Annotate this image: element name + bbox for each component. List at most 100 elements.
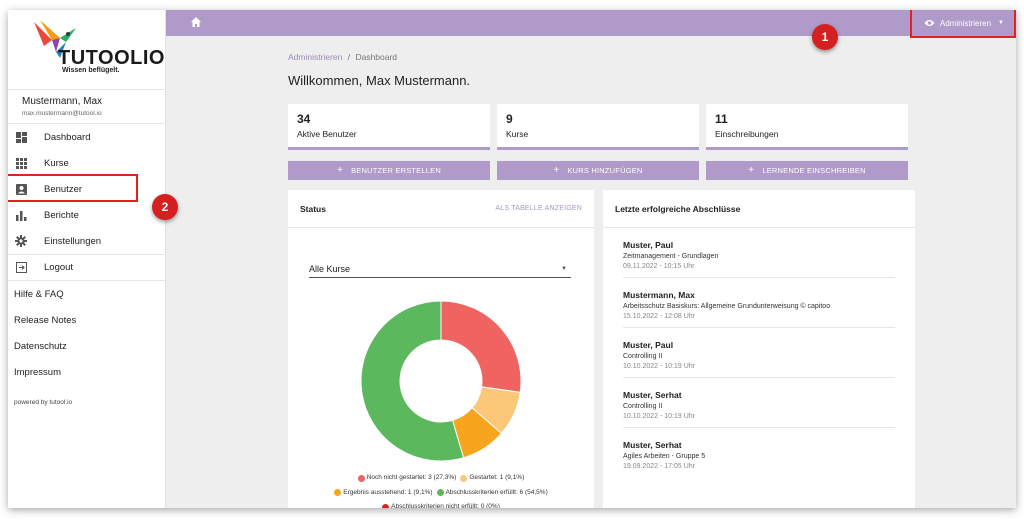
plus-icon: +: [748, 165, 755, 176]
stat-card-enrollments[interactable]: 11 Einschreibungen: [706, 104, 908, 150]
button-label: KURS HINZUFÜGEN: [567, 166, 643, 175]
legend-swatch: [357, 474, 365, 482]
sidebar-item-label: Kurse: [44, 157, 69, 169]
legend-label: Noch nicht gestartet: 3 (27,3%): [366, 474, 457, 481]
main-content: Administrieren / Dashboard Willkommen, M…: [166, 36, 1016, 508]
page-title: Willkommen, Max Mustermann.: [288, 73, 471, 88]
list-item[interactable]: Muster, Serhat Controlling II 10.10.2022…: [623, 378, 895, 428]
sidebar-item-label: Logout: [44, 262, 74, 273]
completions-card-title: Letzte erfolgreiche Abschlüsse: [615, 203, 741, 214]
legend-item[interactable]: Gestartet: 1 (9,1%): [460, 472, 524, 484]
user-email: max.mustermann@tutool.io: [22, 110, 102, 117]
stat-value: 9: [506, 112, 513, 126]
list-item[interactable]: Muster, Paul Controlling II 10.10.2022 -…: [623, 328, 895, 378]
stat-card-users[interactable]: 34 Aktive Benutzer: [288, 104, 490, 150]
status-card-title: Status: [300, 203, 326, 214]
enroll-learners-button[interactable]: + LERNENDE EINSCHREIBEN: [706, 161, 908, 180]
sidebar-item-berichte[interactable]: Berichte: [8, 202, 165, 228]
sidebar-link-help[interactable]: Hilfe & FAQ: [14, 288, 64, 300]
plus-icon: +: [337, 165, 344, 176]
learner-name: Muster, Serhat: [623, 440, 682, 450]
breadcrumb: Administrieren / Dashboard: [288, 52, 397, 62]
admin-menu-label: Administrieren: [939, 18, 992, 28]
sidebar-item-benutzer[interactable]: Benutzer: [8, 176, 165, 202]
bar-chart-icon: [14, 208, 28, 222]
sidebar-item-dashboard[interactable]: Dashboard: [8, 124, 165, 150]
completion-date: 10.10.2022 - 10:19 Uhr: [623, 363, 695, 370]
breadcrumb-root[interactable]: Administrieren: [288, 52, 343, 62]
button-label: LERNENDE EINSCHREIBEN: [762, 166, 866, 175]
legend-row: Abschlusskriterien nicht erfüllt: 0 (0%): [288, 501, 594, 508]
completion-date: 19.09.2022 - 17:05 Uhr: [623, 463, 695, 470]
course-filter-select[interactable]: Alle Kurse ▼: [309, 260, 571, 278]
stat-label: Einschreibungen: [715, 129, 779, 139]
legend-item[interactable]: Ergebnis ausstehend: 1 (9,1%): [334, 487, 433, 499]
user-info: Mustermann, Max max.mustermann@tutool.io: [8, 90, 165, 124]
completion-date: 15.10.2022 - 12:08 Uhr: [623, 313, 695, 320]
sidebar-item-label: Einstellungen: [44, 235, 102, 247]
stat-label: Aktive Benutzer: [297, 129, 357, 139]
donut-slice-4[interactable]: [360, 300, 465, 462]
grid-icon: [14, 156, 28, 170]
list-item[interactable]: Mustermann, Max Arbeitsschutz Basiskurs:…: [623, 278, 895, 328]
learner-name: Muster, Paul: [623, 240, 674, 250]
create-user-button[interactable]: + BENUTZER ERSTELLEN: [288, 161, 490, 180]
course-name: Arbeitsschutz Basiskurs: Allgemeine Grun…: [623, 303, 831, 310]
course-name: Controlling II: [623, 353, 663, 360]
sidebar-item-kurse[interactable]: Kurse: [8, 150, 165, 176]
learner-name: Mustermann, Max: [623, 290, 695, 300]
legend-item[interactable]: Abschlusskriterien erfüllt: 6 (54,5%): [436, 487, 548, 499]
show-as-table-link[interactable]: ALS TABELLE ANZEIGEN: [495, 205, 582, 212]
course-name: Agiles Arbeiten - Gruppe 5: [623, 453, 706, 460]
completion-date: 10.10.2022 - 10:19 Uhr: [623, 413, 695, 420]
button-label: BENUTZER ERSTELLEN: [351, 166, 441, 175]
legend-label: Abschlusskriterien erfüllt: 6 (54,5%): [445, 488, 548, 496]
hummingbird-logo-icon: [34, 20, 76, 58]
sidebar-item-label: Berichte: [44, 209, 79, 221]
legend-row: Ergebnis ausstehend: 1 (9,1%) Abschlusskr…: [288, 487, 594, 502]
highlight-benutzer: [8, 174, 138, 202]
status-card: Status ALS TABELLE ANZEIGEN Alle Kurse ▼…: [288, 190, 594, 508]
step-badge-1: 1: [812, 24, 838, 50]
status-donut-chart: [360, 300, 522, 462]
add-course-button[interactable]: + KURS HINZUFÜGEN: [497, 161, 699, 180]
breadcrumb-current: Dashboard: [355, 52, 398, 62]
chart-legend: Noch nicht gestartet: 3 (27,3%) Gestartet…: [288, 472, 594, 508]
logo[interactable]: TUTOOLIO Wissen beflügelt.: [8, 10, 165, 90]
status-card-header: Status ALS TABELLE ANZEIGEN: [288, 190, 594, 228]
list-item[interactable]: Muster, Serhat Agiles Arbeiten - Gruppe …: [623, 428, 895, 478]
legend-swatch: [382, 503, 390, 508]
sidebar-item-logout[interactable]: Logout: [8, 254, 165, 280]
logout-icon: [14, 261, 28, 275]
admin-menu-button[interactable]: Administrieren ▼: [918, 13, 1010, 33]
sidebar-item-label: Benutzer: [44, 183, 83, 195]
course-name: Controlling II: [623, 403, 663, 410]
app-window: TUTOOLIO Wissen beflügelt. Mustermann, M…: [8, 10, 1016, 508]
learner-name: Muster, Serhat: [623, 390, 682, 400]
legend-swatch: [436, 489, 444, 496]
donut-slice-1[interactable]: [440, 300, 522, 393]
chevron-down-icon: ▼: [561, 265, 567, 272]
stat-value: 34: [297, 112, 311, 126]
completions-card-header: Letzte erfolgreiche Abschlüsse: [603, 190, 915, 228]
eye-icon: [924, 20, 935, 26]
learner-name: Muster, Paul: [623, 340, 674, 350]
course-name: Zeitmanagement - Grundlagen: [623, 253, 719, 260]
list-item[interactable]: Muster, Paul Zeitmanagement - Grundlagen…: [623, 228, 895, 278]
sidebar-link-imprint[interactable]: Impressum: [14, 366, 61, 378]
stat-value: 11: [715, 112, 728, 126]
legend-item[interactable]: Abschlusskriterien nicht erfüllt: 0 (0%): [382, 501, 500, 508]
sidebar: TUTOOLIO Wissen beflügelt. Mustermann, M…: [8, 10, 166, 508]
sidebar-link-release-notes[interactable]: Release Notes: [14, 314, 77, 326]
brand-name: TUTOOLIO: [58, 47, 165, 69]
completions-card: Letzte erfolgreiche Abschlüsse Muster, P…: [603, 190, 915, 508]
step-badge-2: 2: [152, 194, 178, 220]
legend-label: Ergebnis ausstehend: 1 (9,1%): [343, 488, 433, 496]
stat-card-courses[interactable]: 9 Kurse: [497, 104, 699, 150]
legend-item[interactable]: Noch nicht gestartet: 3 (27,3%): [357, 472, 457, 484]
sidebar-item-einstellungen[interactable]: Einstellungen: [8, 228, 165, 254]
home-icon[interactable]: [190, 16, 202, 28]
breadcrumb-sep: /: [347, 52, 351, 62]
sidebar-link-privacy[interactable]: Datenschutz: [14, 340, 67, 352]
gear-icon: [14, 234, 28, 248]
